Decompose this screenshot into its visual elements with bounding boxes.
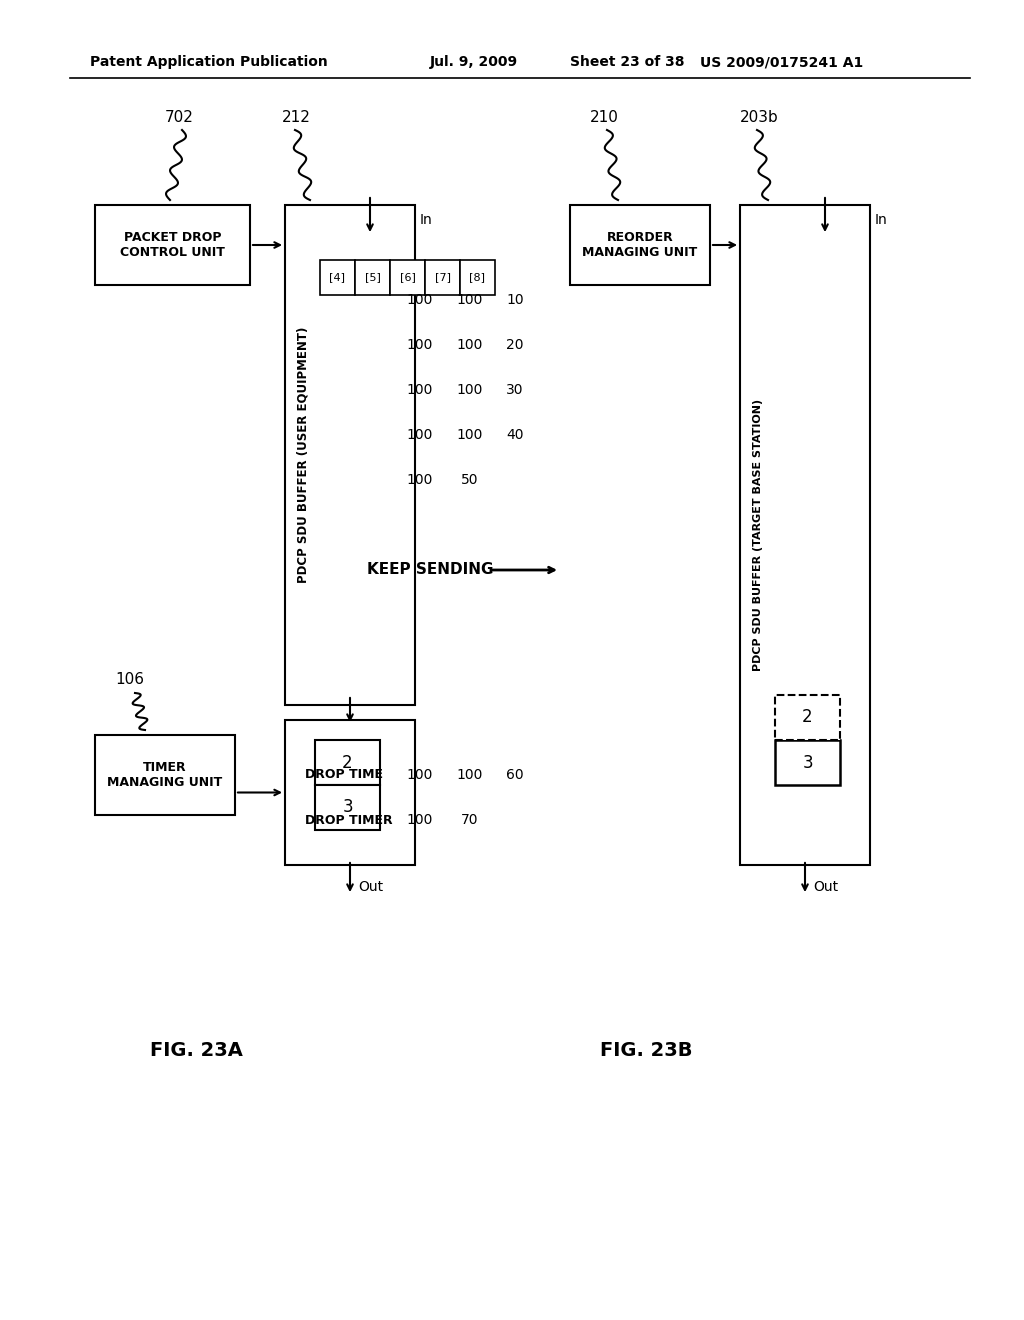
Text: [6]: [6] — [399, 272, 416, 282]
Text: 100: 100 — [407, 428, 433, 442]
Text: 100: 100 — [407, 293, 433, 308]
Text: 2: 2 — [802, 709, 813, 726]
FancyBboxPatch shape — [319, 260, 355, 294]
Text: 100: 100 — [457, 428, 483, 442]
FancyBboxPatch shape — [570, 205, 710, 285]
Text: 100: 100 — [407, 473, 433, 487]
Text: 210: 210 — [590, 111, 618, 125]
Text: Patent Application Publication: Patent Application Publication — [90, 55, 328, 69]
Text: 100: 100 — [407, 813, 433, 828]
Text: Sheet 23 of 38: Sheet 23 of 38 — [570, 55, 684, 69]
FancyBboxPatch shape — [285, 205, 415, 705]
Text: 106: 106 — [115, 672, 144, 688]
Text: TIMER
MANAGING UNIT: TIMER MANAGING UNIT — [108, 762, 222, 789]
FancyBboxPatch shape — [775, 696, 840, 741]
Text: FIG. 23A: FIG. 23A — [150, 1040, 243, 1060]
Text: 212: 212 — [282, 111, 311, 125]
Text: 100: 100 — [407, 768, 433, 781]
Text: DROP TIMER: DROP TIMER — [305, 813, 392, 826]
Text: 30: 30 — [506, 383, 523, 397]
Text: FIG. 23B: FIG. 23B — [600, 1040, 692, 1060]
Text: REORDER
MANAGING UNIT: REORDER MANAGING UNIT — [583, 231, 697, 259]
FancyBboxPatch shape — [315, 785, 380, 830]
FancyBboxPatch shape — [425, 260, 460, 294]
Text: [7]: [7] — [434, 272, 451, 282]
FancyBboxPatch shape — [460, 260, 495, 294]
Text: 3: 3 — [802, 754, 813, 771]
FancyBboxPatch shape — [775, 741, 840, 785]
Text: 50: 50 — [461, 473, 479, 487]
Text: PACKET DROP
CONTROL UNIT: PACKET DROP CONTROL UNIT — [120, 231, 225, 259]
Text: In: In — [420, 213, 433, 227]
Text: Out: Out — [813, 880, 838, 894]
FancyBboxPatch shape — [355, 260, 390, 294]
Text: 100: 100 — [457, 383, 483, 397]
Text: 702: 702 — [165, 111, 194, 125]
Text: 100: 100 — [457, 293, 483, 308]
Text: 100: 100 — [457, 768, 483, 781]
FancyBboxPatch shape — [315, 741, 380, 785]
FancyBboxPatch shape — [95, 205, 250, 285]
Text: 20: 20 — [506, 338, 523, 352]
FancyBboxPatch shape — [285, 719, 415, 865]
Text: In: In — [874, 213, 888, 227]
Text: 100: 100 — [407, 383, 433, 397]
Text: 10: 10 — [506, 293, 524, 308]
Text: [4]: [4] — [330, 272, 345, 282]
Text: 3: 3 — [342, 799, 353, 817]
Text: [8]: [8] — [469, 272, 485, 282]
Text: 100: 100 — [457, 338, 483, 352]
Text: 60: 60 — [506, 768, 524, 781]
Text: DROP TIME: DROP TIME — [305, 768, 383, 781]
Text: 203b: 203b — [740, 111, 778, 125]
Text: Out: Out — [358, 880, 383, 894]
Text: 40: 40 — [506, 428, 523, 442]
Text: KEEP SENDING: KEEP SENDING — [367, 562, 494, 578]
FancyBboxPatch shape — [95, 735, 234, 814]
Text: 100: 100 — [407, 338, 433, 352]
FancyBboxPatch shape — [740, 205, 870, 865]
Text: 70: 70 — [461, 813, 479, 828]
Text: 2: 2 — [342, 754, 353, 771]
Text: PDCP SDU BUFFER (TARGET BASE STATION): PDCP SDU BUFFER (TARGET BASE STATION) — [753, 399, 763, 671]
Text: [5]: [5] — [365, 272, 381, 282]
Text: US 2009/0175241 A1: US 2009/0175241 A1 — [700, 55, 863, 69]
FancyBboxPatch shape — [390, 260, 425, 294]
Text: Jul. 9, 2009: Jul. 9, 2009 — [430, 55, 518, 69]
Text: PDCP SDU BUFFER (USER EQUIPMENT): PDCP SDU BUFFER (USER EQUIPMENT) — [297, 327, 309, 583]
